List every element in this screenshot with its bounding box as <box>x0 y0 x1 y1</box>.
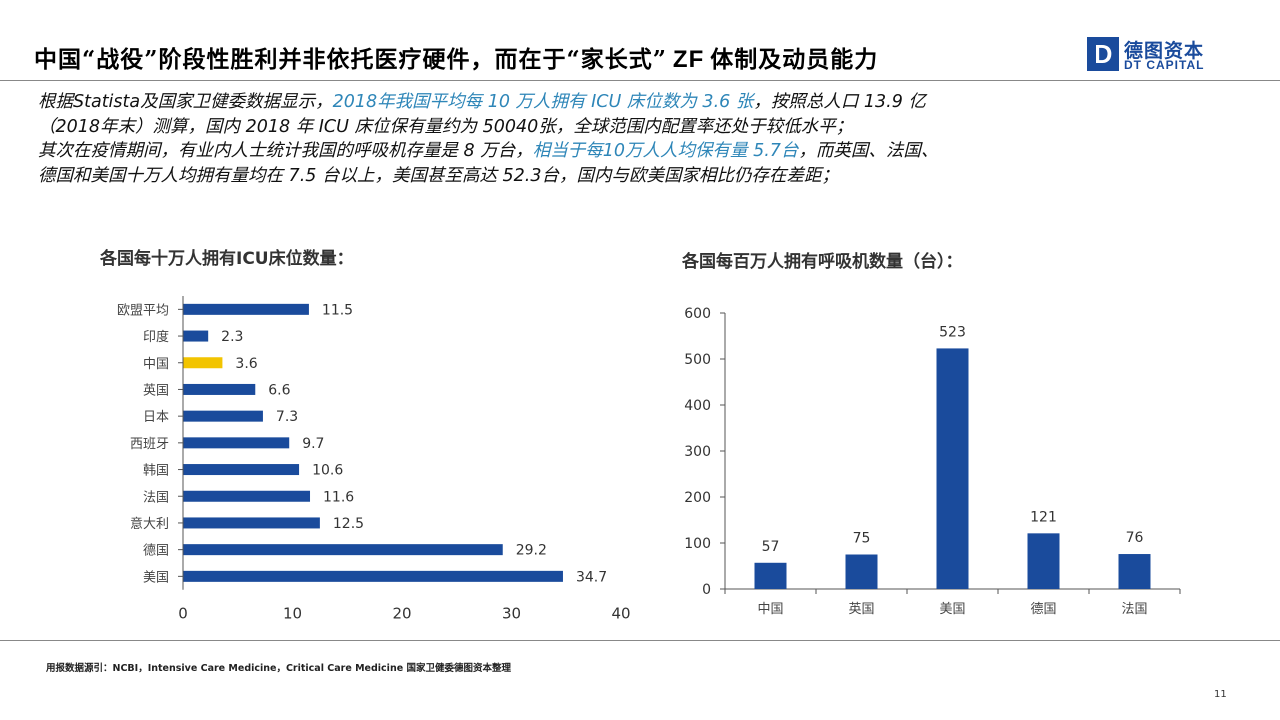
data-label: 75 <box>853 531 871 547</box>
bar <box>845 554 878 589</box>
page-title: 中国“战役”阶段性胜利并非依托医疗硬件，而在于“家长式” ZF 体制及动员能力 <box>34 40 1034 74</box>
category-label: 法国 <box>143 490 169 505</box>
footer-divider <box>0 640 1280 641</box>
x-tick-label: 10 <box>283 605 302 623</box>
summary-highlight-ventilator: 相当于每10万人人均保有量 5.7台 <box>532 141 799 161</box>
bar <box>183 544 503 556</box>
data-label: 57 <box>762 539 780 555</box>
data-label: 12.5 <box>333 516 364 532</box>
bar <box>183 303 309 315</box>
category-label: 中国 <box>757 602 783 617</box>
category-label: 韩国 <box>143 464 169 479</box>
category-label: 日本 <box>143 410 169 425</box>
bar <box>183 490 311 502</box>
category-label: 法国 <box>1121 602 1147 617</box>
data-label: 7.3 <box>276 409 298 425</box>
summary-line-1c: ，按照总人口 13.9 亿 <box>753 92 926 112</box>
company-logo: D 德图资本 DT CAPITAL <box>1087 37 1217 73</box>
data-label: 76 <box>1126 530 1144 546</box>
y-tick-label: 600 <box>684 306 711 322</box>
title-divider <box>0 80 1280 81</box>
category-label: 中国 <box>143 357 169 372</box>
category-label: 美国 <box>939 602 965 617</box>
logo-english-name: DT CAPITAL <box>1124 58 1205 72</box>
data-label: 2.3 <box>221 329 243 345</box>
y-tick-label: 0 <box>702 582 711 598</box>
icu-beds-chart: 欧盟平均 11.5 印度 2.3 中国 3.6 英国 6.6 日本 7.3 西班牙 9.7 韩国 10.6… <box>117 296 631 623</box>
bar <box>183 517 320 529</box>
summary-line-1: 根据Statista及国家卫健委数据显示，2018年我国平均每 10 万人拥有 … <box>38 90 1258 115</box>
bar <box>1027 533 1060 589</box>
x-tick-label: 20 <box>392 605 411 623</box>
y-tick-label: 400 <box>684 398 711 414</box>
ventilator-chart-title: 各国每百万人拥有呼吸机数量（台）： <box>682 252 963 272</box>
x-tick-label: 40 <box>611 605 630 623</box>
category-label: 印度 <box>143 329 169 345</box>
y-tick-label: 100 <box>684 536 711 552</box>
summary-line-3: 其次在疫情期间，有业内人士统计我国的呼吸机存量是 8 万台，相当于每10万人人均… <box>38 139 1258 164</box>
y-tick-label: 300 <box>684 444 711 460</box>
x-tick-label: 0 <box>178 605 188 623</box>
data-label: 34.7 <box>576 569 607 585</box>
title-part-2: ZF <box>672 46 705 73</box>
data-label: 29.2 <box>516 543 547 559</box>
category-label: 德国 <box>143 544 169 559</box>
title-part-1: 中国“战役”阶段性胜利并非依托医疗硬件，而在于“家长式” <box>34 46 667 73</box>
y-tick-label: 500 <box>684 352 711 368</box>
data-label: 11.5 <box>322 302 353 318</box>
bar <box>1118 554 1151 589</box>
bar <box>183 437 290 449</box>
logo-mark: D <box>1087 37 1119 71</box>
ventilator-chart: 0 100 200 300 400 500 600 57 中国 75 英国 523 美国 121 德国 76 法… <box>684 306 1181 617</box>
bar <box>183 330 209 342</box>
summary-line-1a: 根据Statista及国家卫健委数据显示， <box>38 92 333 112</box>
category-label: 西班牙 <box>130 437 169 452</box>
bar <box>183 383 256 395</box>
category-label: 美国 <box>143 570 169 585</box>
summary-line-2: （2018年末）测算，国内 2018 年 ICU 床位保有量约为 50040张，… <box>38 116 854 137</box>
summary-highlight-icu: 2018年我国平均每 10 万人拥有 ICU 床位数为 3.6 张 <box>332 92 754 112</box>
title-part-3: 体制及动员能力 <box>710 46 879 73</box>
category-label: 英国 <box>848 602 874 617</box>
data-label: 11.6 <box>323 489 354 505</box>
bar <box>183 464 300 476</box>
data-label: 523 <box>939 324 966 340</box>
data-label: 6.6 <box>268 382 290 398</box>
bar <box>183 570 563 582</box>
category-label: 德国 <box>1030 602 1056 617</box>
summary-text: 根据Statista及国家卫健委数据显示，2018年我国平均每 10 万人拥有 … <box>38 90 1258 188</box>
summary-line-4: 德国和美国十万人均拥有量均在 7.5 台以上，美国甚至高达 52.3台，国内与欧… <box>38 165 839 186</box>
x-tick-label: 30 <box>502 605 521 623</box>
y-tick-label: 200 <box>684 490 711 506</box>
bar <box>183 410 263 422</box>
page-number: 11 <box>1214 689 1227 700</box>
logo-chinese-name: 德图资本 <box>1124 40 1205 62</box>
category-label: 欧盟平均 <box>117 303 169 318</box>
data-label: 10.6 <box>312 463 343 479</box>
summary-line-3a: 其次在疫情期间，有业内人士统计我国的呼吸机存量是 8 万台， <box>38 141 533 161</box>
icu-chart-title: 各国每十万人拥有ICU床位数量： <box>100 249 354 269</box>
bar <box>936 348 969 589</box>
data-label: 9.7 <box>302 436 324 452</box>
data-label: 3.6 <box>235 356 257 372</box>
category-label: 意大利 <box>130 516 169 532</box>
summary-line-3c: ，而英国、法国、 <box>798 141 939 161</box>
bar <box>183 357 223 369</box>
bar <box>754 562 787 589</box>
category-label: 英国 <box>143 383 169 398</box>
data-label: 121 <box>1030 509 1057 525</box>
source-note: 用报数据源引：NCBI，Intensive Care Medicine，Crit… <box>46 663 511 674</box>
